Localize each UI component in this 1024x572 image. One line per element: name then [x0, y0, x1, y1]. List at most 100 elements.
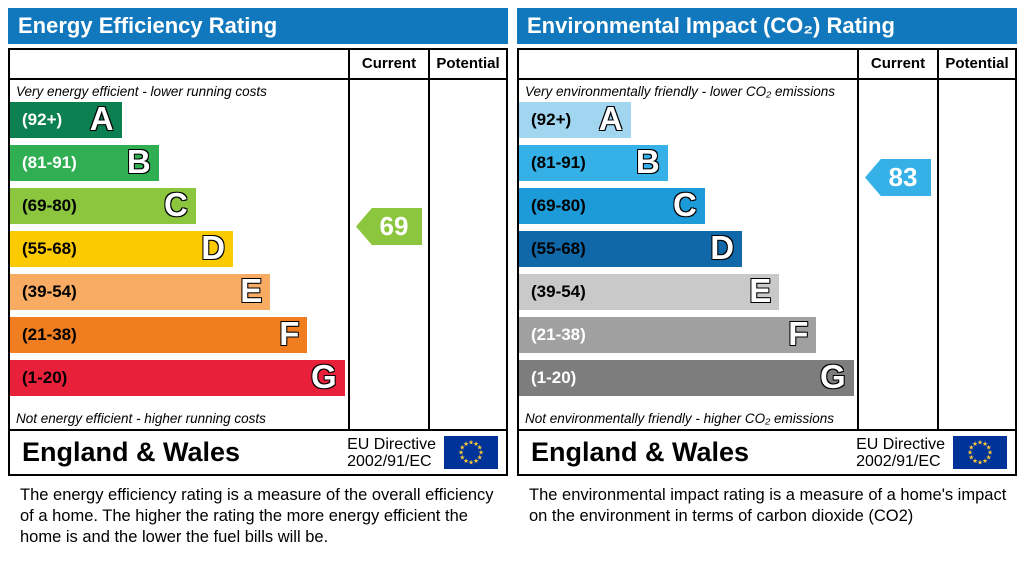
- rating-table: Current Potential Very energy efficient …: [8, 48, 508, 431]
- band-g-letter: G: [310, 357, 337, 395]
- band-e-range: (39-54): [22, 282, 77, 301]
- band-c-letter: C: [673, 185, 697, 223]
- eu-directive-label: EU Directive 2002/91/EC: [347, 435, 436, 470]
- potential-column: [428, 80, 506, 429]
- band-a-range: (92+): [22, 110, 63, 129]
- svg-text:★: ★: [982, 457, 988, 465]
- region-label: England & Wales: [531, 437, 750, 467]
- band-c-range: (69-80): [22, 196, 77, 215]
- bottom-note: Not energy efficient - higher running co…: [16, 411, 266, 426]
- panel-title: Environmental Impact (CO₂) Rating: [517, 8, 1017, 44]
- svg-text:★: ★: [986, 454, 992, 462]
- band-e-bar: (39-54) E: [519, 271, 780, 310]
- band-e-range: (39-54): [531, 282, 586, 301]
- band-bars: (92+) A (81-91) B (69-80) C (55-68) D: [10, 99, 348, 396]
- band-c-letter: C: [164, 185, 188, 223]
- band-b-bar: (81-91) B: [519, 142, 668, 181]
- band-a-bar: (92+) A: [10, 99, 122, 138]
- svg-text:★: ★: [986, 444, 992, 452]
- band-d-letter: D: [201, 228, 226, 266]
- svg-text:★: ★: [987, 449, 993, 457]
- band-d-range: (55-68): [531, 239, 586, 258]
- energy-efficiency-panel: Energy Efficiency Rating Current Potenti…: [8, 8, 508, 548]
- band-f-range: (21-38): [531, 325, 586, 344]
- band-a-bar: (92+) A: [519, 100, 631, 138]
- panel-description: The environmental impact rating is a mea…: [529, 486, 1007, 525]
- footer-box: England & Wales EU Directive 2002/91/EC …: [8, 429, 508, 476]
- band-c-range: (69-80): [531, 196, 586, 215]
- current-column: 69: [348, 80, 428, 429]
- svg-text:★: ★: [477, 454, 483, 462]
- footer-box: England & Wales EU Directive 2002/91/EC …: [517, 429, 1017, 476]
- current-column-header: Current: [348, 50, 428, 78]
- current-rating-arrow: 83: [865, 159, 931, 196]
- table-header-row: Current Potential: [519, 50, 1015, 80]
- svg-text:★: ★: [977, 459, 983, 467]
- band-d-range: (55-68): [22, 239, 77, 258]
- band-e-bar: (39-54) E: [10, 271, 271, 310]
- region-label: England & Wales: [22, 437, 241, 467]
- band-bars: (92+) A (81-91) B (69-80) C (55-68) D: [519, 99, 857, 396]
- svg-text:★: ★: [459, 444, 465, 452]
- header-spacer: [10, 50, 348, 78]
- svg-text:★: ★: [968, 444, 974, 452]
- band-d-bar: (55-68) D: [10, 228, 234, 267]
- band-b-range: (81-91): [531, 153, 586, 172]
- panel-description: The energy efficiency rating is a measur…: [20, 486, 494, 546]
- rating-table: Current Potential Very environmentally f…: [517, 48, 1017, 431]
- band-f-range: (21-38): [22, 325, 77, 344]
- eu-directive-label: EU Directive 2002/91/EC: [856, 435, 945, 470]
- eu-flag-icon: ★ ★★ ★★★ ★★★ ★★★: [953, 436, 1007, 469]
- band-c-bar: (69-80) C: [10, 185, 196, 224]
- environmental-impact-panel: Environmental Impact (CO₂) Rating Curren…: [517, 8, 1017, 527]
- table-body-row: Very environmentally friendly - lower CO…: [519, 80, 1015, 429]
- band-g-letter: G: [819, 357, 846, 395]
- svg-text:★: ★: [478, 449, 484, 457]
- band-f-bar: (21-38) F: [10, 314, 308, 353]
- band-b-letter: B: [126, 142, 151, 180]
- header-spacer: [519, 50, 857, 78]
- band-b-bar: (81-91) B: [10, 142, 159, 181]
- band-f-letter: F: [788, 314, 809, 352]
- band-b-letter: B: [635, 142, 660, 180]
- svg-text:★: ★: [477, 444, 483, 452]
- svg-text:★: ★: [463, 457, 469, 465]
- top-note: Very energy efficient - lower running co…: [16, 84, 267, 99]
- band-g-bar: (1-20) G: [519, 357, 854, 396]
- top-note: Very environmentally friendly - lower CO…: [525, 84, 835, 99]
- band-a-letter: A: [89, 99, 114, 137]
- bands-column: Very energy efficient - lower running co…: [10, 80, 348, 429]
- band-g-range: (1-20): [22, 368, 68, 387]
- band-d-bar: (55-68) D: [519, 228, 743, 267]
- band-g-bar: (1-20) G: [10, 357, 345, 396]
- svg-text:★: ★: [468, 459, 474, 467]
- band-c-bar: (69-80) C: [519, 185, 705, 224]
- svg-text:★: ★: [982, 440, 988, 448]
- svg-text:★: ★: [473, 440, 479, 448]
- potential-column-header: Potential: [428, 50, 506, 78]
- band-e-letter: E: [240, 271, 263, 309]
- band-e-letter: E: [749, 271, 772, 309]
- current-column-header: Current: [857, 50, 937, 78]
- svg-text:★: ★: [463, 440, 469, 448]
- eu-flag-icon: ★ ★★ ★★★ ★★★ ★★★: [444, 436, 498, 469]
- bottom-note: Not environmentally friendly - higher CO…: [525, 411, 835, 426]
- band-f-bar: (21-38) F: [519, 314, 817, 353]
- svg-text:★: ★: [972, 457, 978, 465]
- svg-text:★: ★: [473, 457, 479, 465]
- svg-text:★: ★: [459, 454, 465, 462]
- current-column: 83: [857, 80, 937, 429]
- svg-text:★: ★: [967, 449, 973, 457]
- bands-column: Very environmentally friendly - lower CO…: [519, 80, 857, 429]
- table-header-row: Current Potential: [10, 50, 506, 80]
- panel-title: Energy Efficiency Rating: [8, 8, 508, 44]
- svg-text:★: ★: [968, 454, 974, 462]
- band-f-letter: F: [279, 314, 300, 352]
- potential-column: [937, 80, 1015, 429]
- svg-text:★: ★: [972, 440, 978, 448]
- potential-column-header: Potential: [937, 50, 1015, 78]
- band-d-letter: D: [710, 228, 735, 266]
- svg-text:★: ★: [468, 439, 474, 447]
- svg-text:★: ★: [977, 439, 983, 447]
- table-body-row: Very energy efficient - lower running co…: [10, 80, 506, 429]
